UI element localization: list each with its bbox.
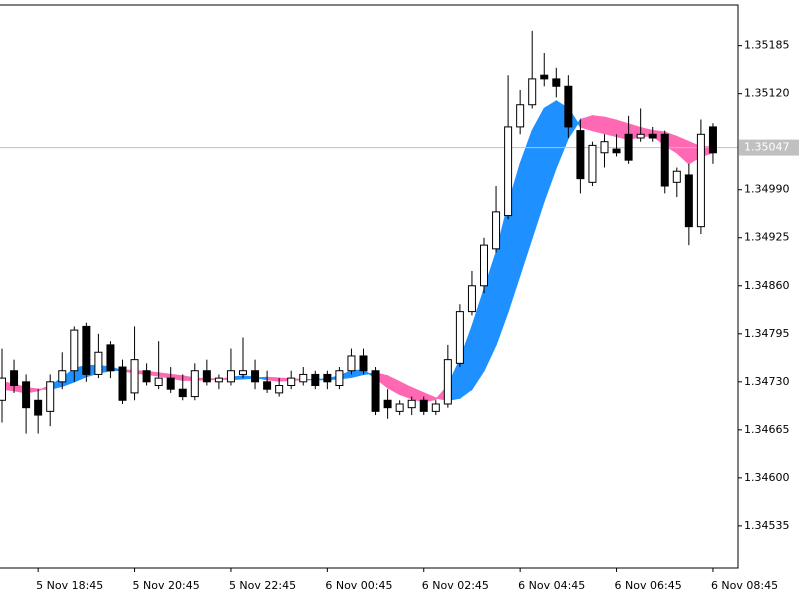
- y-tick-label: 1.34795: [744, 327, 790, 340]
- candle-body: [708, 126, 717, 154]
- x-tick-label: 6 Nov 08:45: [711, 579, 778, 592]
- candle-body: [202, 370, 211, 383]
- candle-body: [46, 381, 55, 412]
- candle-body: [636, 133, 645, 139]
- candle-body: [118, 366, 127, 401]
- x-tick-label: 5 Nov 22:45: [229, 579, 296, 592]
- candle-body: [34, 399, 43, 416]
- cloud-segment: [603, 116, 618, 138]
- candle-body: [672, 170, 681, 183]
- candle-body: [564, 85, 573, 128]
- candle-body: [311, 373, 320, 387]
- y-tick-label: 1.35120: [744, 87, 790, 100]
- candle-body: [696, 133, 705, 228]
- y-tick-label: 1.34990: [744, 183, 790, 196]
- x-tick-label: 6 Nov 00:45: [325, 579, 392, 592]
- x-tick-label: 5 Nov 20:45: [133, 579, 200, 592]
- plot-frame: [0, 4, 739, 569]
- candle-body: [299, 373, 308, 383]
- candle-body: [287, 377, 296, 387]
- candle-body: [467, 285, 476, 313]
- candle-body: [347, 355, 356, 372]
- candle-body: [166, 377, 175, 390]
- candle-body: [684, 174, 693, 228]
- y-tick-label: 1.34535: [744, 519, 790, 532]
- candle-body: [239, 370, 247, 375]
- candle-body: [516, 104, 525, 128]
- candle-body: [395, 403, 404, 412]
- candle-body: [70, 329, 79, 372]
- cloud-segment: [591, 115, 606, 135]
- candle-body: [419, 399, 428, 412]
- y-tick-label: 1.34665: [744, 423, 790, 436]
- candle-body: [106, 344, 115, 372]
- candle-body: [226, 370, 235, 383]
- candle-body: [58, 370, 67, 383]
- x-tick-label: 6 Nov 02:45: [422, 579, 489, 592]
- candle-body: [190, 370, 199, 398]
- candle-body: [22, 381, 31, 409]
- candle-body: [660, 133, 669, 187]
- candle-body: [540, 74, 549, 80]
- candle-body: [552, 78, 561, 87]
- candle-body: [431, 403, 440, 412]
- candle-body: [492, 211, 501, 250]
- candle-body: [624, 133, 633, 161]
- candle-body: [407, 399, 416, 409]
- y-tick-label: 1.34600: [744, 471, 790, 484]
- x-tick-label: 5 Nov 18:45: [36, 579, 103, 592]
- candle-body: [214, 377, 223, 383]
- y-tick-label: 1.34730: [744, 375, 790, 388]
- candle-body: [359, 355, 368, 372]
- candle-body: [480, 244, 488, 287]
- y-tick-label: 1.34925: [744, 231, 790, 244]
- plot-area: [0, 30, 738, 434]
- candle-body: [178, 388, 187, 398]
- candle-body: [335, 370, 344, 387]
- candle-body: [443, 359, 452, 405]
- candle-body: [142, 370, 151, 383]
- candle-body: [275, 385, 284, 394]
- y-tick-label: 1.35185: [744, 39, 790, 52]
- candle-body: [504, 126, 513, 217]
- candle-body: [612, 148, 621, 154]
- candle-body: [323, 373, 332, 383]
- candle-body: [371, 370, 380, 412]
- candle-body: [455, 311, 464, 364]
- candle-body: [251, 370, 260, 383]
- candle-body: [588, 144, 597, 183]
- x-tick-label: 6 Nov 06:45: [615, 579, 682, 592]
- candle-body: [154, 377, 163, 387]
- candle-body: [263, 381, 272, 390]
- candle-body: [82, 325, 91, 375]
- candle-body: [648, 133, 657, 139]
- candle-body: [528, 78, 537, 106]
- candle-body: [130, 359, 139, 394]
- candle-body: [576, 130, 585, 180]
- candle-body: [10, 370, 19, 387]
- candle-body: [600, 141, 609, 154]
- x-tick-label: 6 Nov 04:45: [518, 579, 585, 592]
- candle-body: [383, 399, 392, 409]
- candle-body: [0, 377, 6, 401]
- current-price-label: 1.35047: [744, 141, 790, 154]
- candle-body: [94, 351, 103, 375]
- current-price-box: [739, 139, 799, 156]
- y-tick-label: 1.34860: [744, 279, 790, 292]
